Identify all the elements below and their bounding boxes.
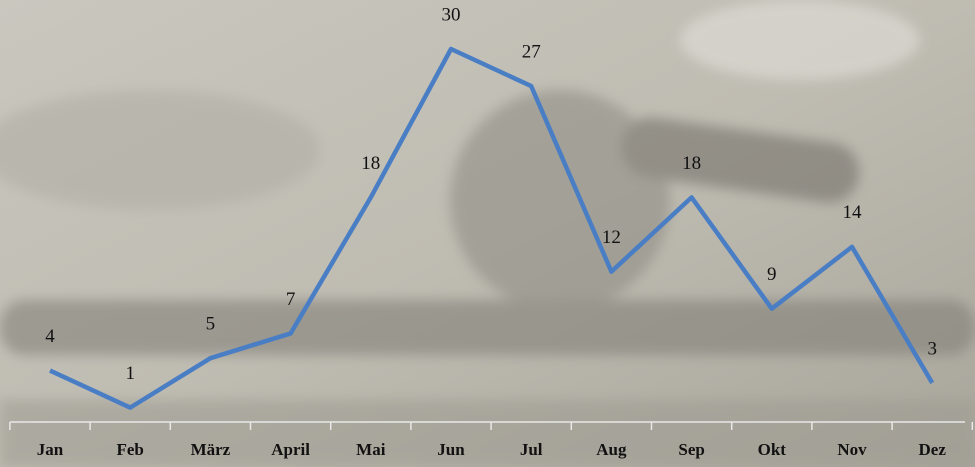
data-label: 30 <box>442 4 461 25</box>
data-label: 4 <box>45 326 55 347</box>
x-tick-label: Nov <box>837 440 867 459</box>
line <box>49 46 935 410</box>
data-label: 3 <box>927 338 937 359</box>
x-tick-label: Aug <box>596 440 627 459</box>
data-label: 18 <box>682 153 701 174</box>
x-tick-label: Okt <box>758 440 787 459</box>
x-tick-label: April <box>271 440 310 459</box>
x-tick-label: Jun <box>437 440 465 459</box>
data-label: 18 <box>361 153 380 174</box>
data-label: 27 <box>522 41 541 62</box>
plot: Jan Feb März April Mai Jun Jul Aug Sep Okt Nov Dez 4… <box>9 4 974 459</box>
data-label: 14 <box>843 202 863 223</box>
data-label: 9 <box>767 264 777 285</box>
data-label: 1 <box>125 363 135 384</box>
x-tick-label: Dez <box>919 440 947 459</box>
data-label: 12 <box>602 227 621 248</box>
x-tick-label: März <box>191 440 231 459</box>
x-tick-label: Feb <box>117 440 144 459</box>
x-tick-label: Sep <box>678 440 704 459</box>
x-tick-label: Jul <box>520 440 543 459</box>
data-label: 5 <box>206 314 216 335</box>
x-tick-label: Jan <box>37 440 64 459</box>
x-tick-label: Mai <box>356 440 386 459</box>
data-label: 7 <box>286 289 296 310</box>
